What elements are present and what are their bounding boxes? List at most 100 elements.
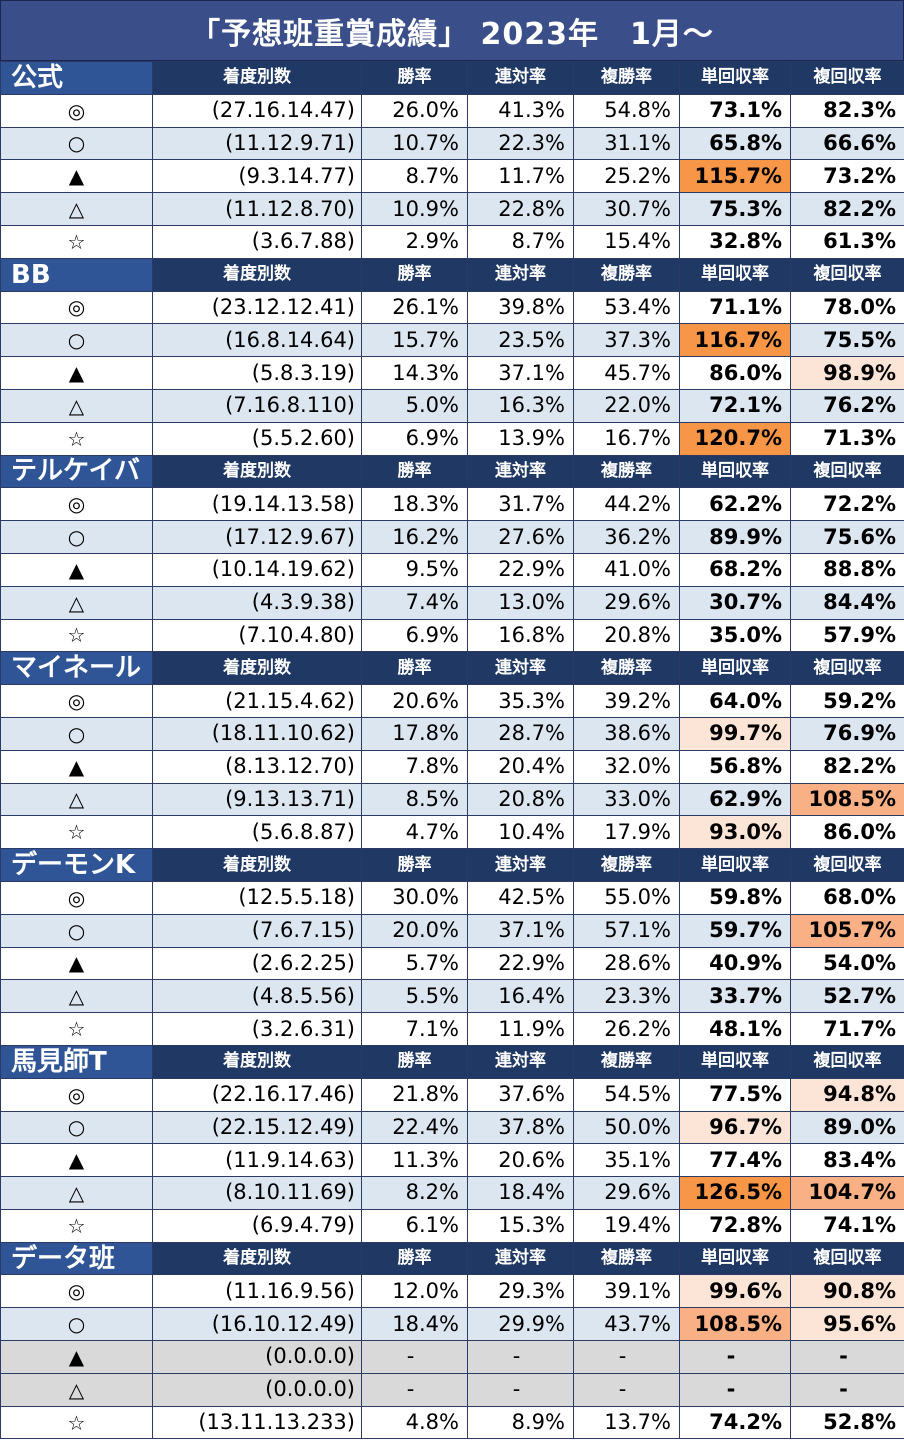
win-rate-cell: 14.3% <box>361 356 468 390</box>
group-header-row: デーモンK 着度別数 勝率 連対率 複勝率 単回収率 複回収率 <box>0 848 904 882</box>
column-header: 連対率 <box>467 1241 574 1276</box>
table-row: ▲ (8.13.12.70) 7.8% 20.4% 32.0% 56.8% 82.2% <box>0 749 904 784</box>
win-rate-cell: 6.9% <box>361 421 468 456</box>
quinella-rate-cell: 22.9% <box>467 552 574 587</box>
column-header: 複勝率 <box>573 1044 680 1079</box>
win-rate-cell: 10.9% <box>361 192 468 226</box>
place-rate-cell: 29.6% <box>573 585 680 620</box>
mark-cell: ◎ <box>0 290 153 325</box>
quinella-rate-cell: 22.9% <box>467 946 574 981</box>
place-rate-cell: 38.6% <box>573 716 680 751</box>
counts-cell: (3.6.7.88) <box>152 224 362 259</box>
column-header: 複回収率 <box>790 61 904 95</box>
quinella-rate-cell: 16.4% <box>467 979 574 1014</box>
table-row: ○ (7.6.7.15) 20.0% 37.1% 57.1% 59.7% 105.7% <box>0 913 904 948</box>
mark-cell: ☆ <box>0 1012 153 1046</box>
win-return-cell: 48.1% <box>679 1012 791 1046</box>
group-header-row: データ班 着度別数 勝率 連対率 複勝率 単回収率 複回収率 <box>0 1241 904 1276</box>
table-row: ◎ (21.15.4.62) 20.6% 35.3% 39.2% 64.0% 59.2% <box>0 684 904 718</box>
column-header: 連対率 <box>467 61 574 95</box>
table-row: ◎ (11.16.9.56) 12.0% 29.3% 39.1% 99.6% 90.8% <box>0 1274 904 1309</box>
win-return-cell: 33.7% <box>679 979 791 1014</box>
mark-cell: ○ <box>0 1110 153 1145</box>
mark-cell: ◎ <box>0 487 153 522</box>
win-rate-cell: 5.5% <box>361 979 468 1014</box>
mark-cell: ☆ <box>0 224 153 259</box>
column-header: 勝率 <box>361 257 468 292</box>
place-rate-cell: 26.2% <box>573 1012 680 1046</box>
quinella-rate-cell: 22.8% <box>467 192 574 226</box>
place-return-cell: 82.2% <box>790 192 904 226</box>
table-row: △ (11.12.8.70) 10.9% 22.8% 30.7% 75.3% 82.2% <box>0 192 904 226</box>
counts-cell: (16.10.12.49) <box>152 1307 362 1342</box>
win-return-cell: 126.5% <box>679 1176 791 1210</box>
win-return-cell: 86.0% <box>679 356 791 390</box>
quinella-rate-cell: 41.3% <box>467 93 574 128</box>
column-header: 複回収率 <box>790 1044 904 1079</box>
place-rate-cell: 54.5% <box>573 1077 680 1112</box>
place-rate-cell: 54.8% <box>573 93 680 128</box>
place-return-cell: 59.2% <box>790 684 904 718</box>
column-header: 単回収率 <box>679 257 791 292</box>
mark-cell: △ <box>0 388 153 423</box>
quinella-rate-cell: - <box>467 1340 574 1374</box>
quinella-rate-cell: 29.3% <box>467 1274 574 1309</box>
place-return-cell: 52.8% <box>790 1405 904 1440</box>
table-row: ○ (18.11.10.62) 17.8% 28.7% 38.6% 99.7% 76.9% <box>0 716 904 751</box>
place-rate-cell: 37.3% <box>573 323 680 358</box>
place-rate-cell: 15.4% <box>573 224 680 259</box>
mark-cell: ◎ <box>0 1077 153 1112</box>
place-rate-cell: 44.2% <box>573 487 680 522</box>
counts-cell: (23.12.12.41) <box>152 290 362 325</box>
win-return-cell: 72.1% <box>679 388 791 423</box>
counts-cell: (11.16.9.56) <box>152 1274 362 1309</box>
win-rate-cell: 8.7% <box>361 159 468 194</box>
quinella-rate-cell: 16.8% <box>467 618 574 653</box>
mark-cell: ○ <box>0 1307 153 1342</box>
place-return-cell: 75.6% <box>790 520 904 554</box>
place-rate-cell: 25.2% <box>573 159 680 194</box>
table-row: ☆ (3.6.7.88) 2.9% 8.7% 15.4% 32.8% 61.3% <box>0 224 904 259</box>
quinella-rate-cell: 20.4% <box>467 749 574 784</box>
counts-cell: (5.5.2.60) <box>152 421 362 456</box>
table-row: ▲ (5.8.3.19) 14.3% 37.1% 45.7% 86.0% 98.9% <box>0 356 904 390</box>
table-row: ○ (11.12.9.71) 10.7% 22.3% 31.1% 65.8% 66.6% <box>0 126 904 161</box>
win-return-cell: 77.4% <box>679 1143 791 1178</box>
place-return-cell: 73.2% <box>790 159 904 194</box>
quinella-rate-cell: 11.7% <box>467 159 574 194</box>
win-return-cell: 40.9% <box>679 946 791 981</box>
table-row: ☆ (13.11.13.233) 4.8% 8.9% 13.7% 74.2% 52.8% <box>0 1405 904 1440</box>
place-rate-cell: 55.0% <box>573 880 680 915</box>
table-row: △ (4.8.5.56) 5.5% 16.4% 23.3% 33.7% 52.7% <box>0 979 904 1014</box>
mark-cell: ◎ <box>0 880 153 915</box>
group-header-row: テルケイバ 着度別数 勝率 連対率 複勝率 単回収率 複回収率 <box>0 454 904 489</box>
mark-cell: ○ <box>0 323 153 358</box>
place-return-cell: 105.7% <box>790 913 904 948</box>
quinella-rate-cell: 20.6% <box>467 1143 574 1178</box>
counts-cell: (4.8.5.56) <box>152 979 362 1014</box>
counts-cell: (11.12.9.71) <box>152 126 362 161</box>
table-row: ☆ (6.9.4.79) 6.1% 15.3% 19.4% 72.8% 74.1% <box>0 1208 904 1243</box>
place-rate-cell: 43.7% <box>573 1307 680 1342</box>
mark-cell: △ <box>0 585 153 620</box>
win-rate-cell: 18.4% <box>361 1307 468 1342</box>
place-rate-cell: 29.6% <box>573 1176 680 1210</box>
table-row: ▲ (11.9.14.63) 11.3% 20.6% 35.1% 77.4% 83.4% <box>0 1143 904 1178</box>
column-header: 複勝率 <box>573 454 680 489</box>
win-return-cell: 32.8% <box>679 224 791 259</box>
column-header: 連対率 <box>467 848 574 882</box>
counts-cell: (16.8.14.64) <box>152 323 362 358</box>
group-header-row: BB 着度別数 勝率 連対率 複勝率 単回収率 複回収率 <box>0 257 904 292</box>
win-return-cell: 93.0% <box>679 815 791 850</box>
counts-cell: (22.16.17.46) <box>152 1077 362 1112</box>
group-name: テルケイバ <box>0 454 153 489</box>
mark-cell: ▲ <box>0 552 153 587</box>
quinella-rate-cell: 10.4% <box>467 815 574 850</box>
win-rate-cell: 26.1% <box>361 290 468 325</box>
place-return-cell: 88.8% <box>790 552 904 587</box>
win-return-cell: 62.9% <box>679 782 791 817</box>
quinella-rate-cell: 27.6% <box>467 520 574 554</box>
place-rate-cell: 41.0% <box>573 552 680 587</box>
place-rate-cell: 17.9% <box>573 815 680 850</box>
table-row: ▲ (9.3.14.77) 8.7% 11.7% 25.2% 115.7% 73.2% <box>0 159 904 194</box>
